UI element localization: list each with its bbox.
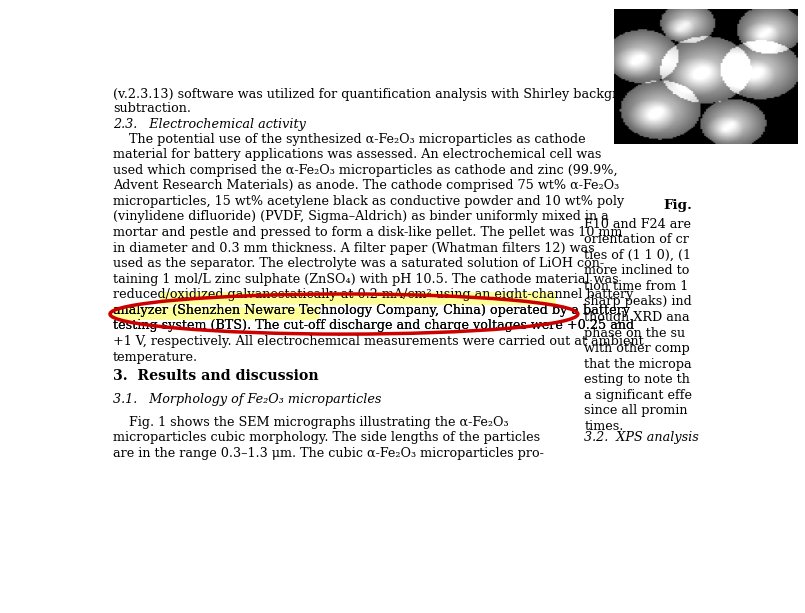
Text: temperature.: temperature. <box>113 351 198 364</box>
Text: that the micropa: that the micropa <box>584 358 691 371</box>
Text: sharp peaks) ind: sharp peaks) ind <box>584 295 691 308</box>
Text: Advent Research Materials) as anode. The cathode comprised 75 wt% α-Fe₂O₃: Advent Research Materials) as anode. The… <box>113 179 619 192</box>
FancyBboxPatch shape <box>160 292 556 305</box>
Text: microparticles cubic morphology. The side lengths of the particles: microparticles cubic morphology. The sid… <box>113 432 540 444</box>
Text: (vinylidene difluoride) (PVDF, Sigma–Aldrich) as binder uniformly mixed in a: (vinylidene difluoride) (PVDF, Sigma–Ald… <box>113 210 609 224</box>
Text: taining 1 mol/L zinc sulphate (ZnSO₄) with pH 10.5. The cathode material was: taining 1 mol/L zinc sulphate (ZnSO₄) wi… <box>113 273 619 286</box>
Text: are in the range 0.3–1.3 μm. The cubic α-Fe₂O₃ microparticles pro-: are in the range 0.3–1.3 μm. The cubic α… <box>113 447 544 460</box>
Text: a significant effe: a significant effe <box>584 389 692 402</box>
Text: orientation of cr: orientation of cr <box>584 233 689 246</box>
Text: 2.3.   Electrochemical activity: 2.3. Electrochemical activity <box>113 118 306 131</box>
Text: 3.  Results and discussion: 3. Results and discussion <box>113 368 319 383</box>
Text: times.: times. <box>584 420 624 433</box>
Text: material for battery applications was assessed. An electrochemical cell was: material for battery applications was as… <box>113 148 601 161</box>
Text: (v.2.3.13) software was utilized for quantification analysis with Shirley backgr: (v.2.3.13) software was utilized for qua… <box>113 88 650 101</box>
Text: with other comp: with other comp <box>584 342 690 355</box>
Text: analyzer (Shenzhen Neware Technology Company, China) operated by a battery: analyzer (Shenzhen Neware Technology Com… <box>113 304 630 317</box>
Text: testing system (BTS). The cut-off discharge and charge voltages were +0.25 and: testing system (BTS). The cut-off discha… <box>113 319 634 332</box>
Text: ties of (1 1 0), (1: ties of (1 1 0), (1 <box>584 249 691 262</box>
Text: more inclined to: more inclined to <box>584 264 690 277</box>
Text: in diameter and 0.3 mm thickness. A filter paper (Whatman filters 12) was: in diameter and 0.3 mm thickness. A filt… <box>113 242 595 254</box>
Text: used which comprised the α-Fe₂O₃ microparticles as cathode and zinc (99.9%,: used which comprised the α-Fe₂O₃ micropa… <box>113 164 617 177</box>
Text: subtraction.: subtraction. <box>113 102 191 115</box>
Text: testing system (BTS). The cut-off discharge and charge voltages were +0.25 and: testing system (BTS). The cut-off discha… <box>113 319 634 332</box>
Text: phase on the su: phase on the su <box>584 327 685 340</box>
Text: mortar and pestle and pressed to form a disk-like pellet. The pellet was 10 mm: mortar and pestle and pressed to form a … <box>113 226 622 239</box>
Text: The potential use of the synthesized α-Fe₂O₃ microparticles as cathode: The potential use of the synthesized α-F… <box>113 132 586 145</box>
Text: Fig.: Fig. <box>663 199 692 211</box>
Text: microparticles, 15 wt% acetylene black as conductive powder and 10 wt% poly: microparticles, 15 wt% acetylene black a… <box>113 195 625 208</box>
Text: esting to note th: esting to note th <box>584 373 690 386</box>
Text: Fig. 1 shows the SEM micrographs illustrating the α-Fe₂O₃: Fig. 1 shows the SEM micrographs illustr… <box>113 416 509 428</box>
Text: tion time from 1: tion time from 1 <box>584 280 688 293</box>
Text: F10 and F24 are: F10 and F24 are <box>584 218 691 230</box>
Text: 3.2.  XPS analysis: 3.2. XPS analysis <box>584 431 699 444</box>
Text: though XRD ana: though XRD ana <box>584 311 690 324</box>
Text: 3.1.   Morphology of Fe₂O₃ microparticles: 3.1. Morphology of Fe₂O₃ microparticles <box>113 393 382 406</box>
Text: analyzer (Shenzhen Neware Technology Company, China) operated by a battery: analyzer (Shenzhen Neware Technology Com… <box>113 304 630 317</box>
Text: reduced/oxidized galvanostatically at 0.2 mA/cm² using an eight-channel battery: reduced/oxidized galvanostatically at 0.… <box>113 288 634 302</box>
FancyBboxPatch shape <box>113 307 319 321</box>
Text: +1 V, respectively. All electrochemical measurements were carried out at ambient: +1 V, respectively. All electrochemical … <box>113 335 644 348</box>
Text: since all promin: since all promin <box>584 405 687 417</box>
Text: used as the separator. The electrolyte was a saturated solution of LiOH con-: used as the separator. The electrolyte w… <box>113 257 605 270</box>
